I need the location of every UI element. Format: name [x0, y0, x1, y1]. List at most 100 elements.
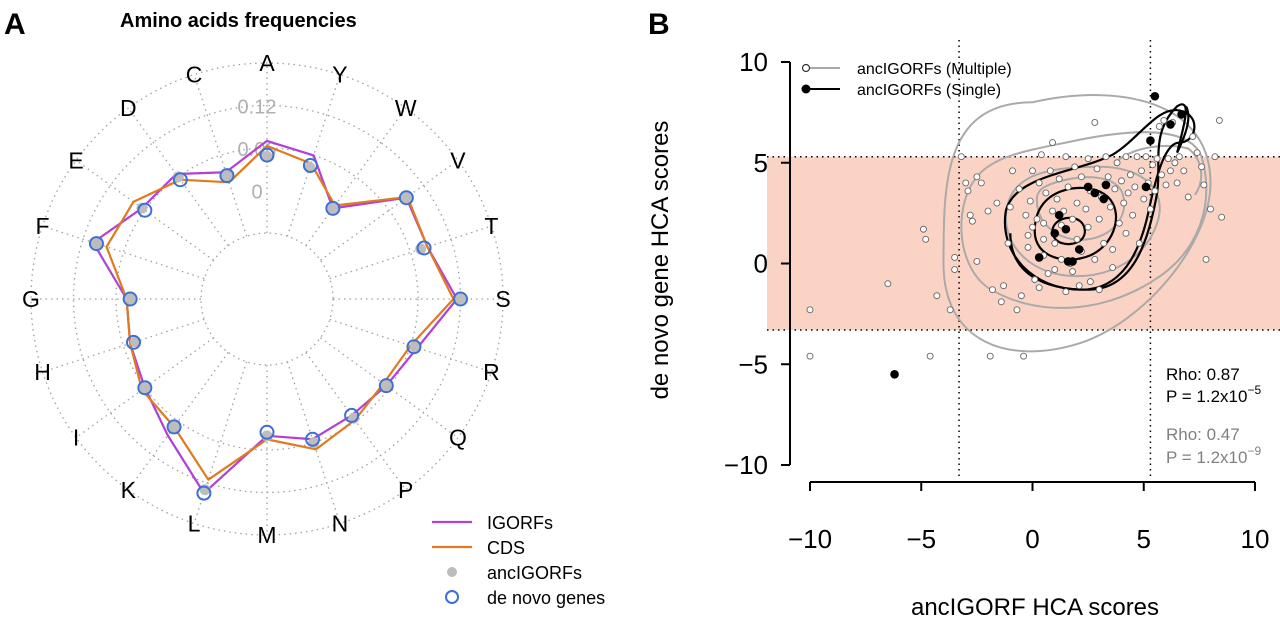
scatter-point-multiple: [1057, 256, 1065, 263]
radar-spoke: [75, 337, 214, 439]
radar-point: [378, 378, 394, 394]
scatter-point-multiple: [1142, 153, 1150, 161]
scatter-point-single: [1074, 245, 1084, 254]
scatter-point-multiple: [1102, 153, 1110, 161]
correlation-annotation: Rho: 0.87: [1166, 365, 1240, 384]
radar-legend: IGORFs CDS ancIGORFs de novo genes: [432, 513, 605, 608]
scatter-point-single: [890, 370, 899, 379]
scatter-point-multiple: [1149, 161, 1157, 169]
scatter-point-multiple: [1115, 219, 1123, 227]
radar-legend-label: CDS: [487, 538, 525, 558]
radar-series: [88, 139, 468, 501]
scatter-point-multiple: [1166, 167, 1174, 175]
scatter-point-single: [1150, 91, 1160, 101]
scatter-point-multiple: [1086, 278, 1094, 286]
scatter-point-multiple: [1140, 195, 1148, 203]
scatter-point-multiple: [1024, 231, 1032, 239]
scatter-point-multiple: [1218, 213, 1226, 221]
radar-category-label: D: [120, 95, 137, 121]
scatter-point-multiple: [1118, 177, 1125, 185]
radar-point: [172, 172, 188, 188]
y-tick-label: −10: [724, 450, 768, 480]
scatter-point-multiple: [1164, 155, 1172, 163]
radar-point: [406, 339, 422, 355]
scatter-point-multiple: [1160, 116, 1168, 124]
scatter-point-multiple: [1095, 215, 1103, 223]
radar-inner-circle: [200, 232, 334, 366]
scatter-point-multiple: [962, 179, 970, 187]
scatter-point-multiple: [951, 254, 959, 261]
scatter-point-multiple: [1075, 282, 1083, 290]
correlation-annotation: P = 1.2x10−5: [1166, 383, 1261, 406]
scatter-point-multiple: [1044, 270, 1052, 278]
scatter-point-multiple: [1155, 123, 1163, 130]
radar-spoke: [320, 159, 459, 261]
scatter-point-multiple: [933, 292, 941, 300]
y-tick-label: −5: [738, 349, 768, 379]
radar-spoke: [127, 352, 229, 491]
scatter-point-multiple: [920, 225, 927, 233]
radar-spoke: [75, 159, 214, 261]
y-tick-label: 5: [754, 148, 768, 178]
radar-spoke: [329, 225, 492, 280]
radar-category-label: G: [22, 286, 40, 312]
radar-category-label: L: [188, 510, 201, 536]
scatter-point-single: [1034, 253, 1044, 262]
scatter-point-multiple: [1015, 185, 1023, 193]
scatter-point-multiple: [1100, 239, 1108, 247]
radar-point: [137, 202, 153, 218]
radar-category-label: H: [34, 359, 51, 385]
scatter-point-single: [1099, 194, 1108, 204]
scatter-point-single: [1054, 210, 1064, 220]
shaded-band: [767, 156, 1280, 330]
scatter-point-multiple: [806, 352, 814, 360]
scatter-point-multiple: [1202, 256, 1210, 263]
scatter-point-multiple: [1026, 197, 1034, 205]
scatter-point-multiple: [1071, 163, 1079, 171]
scatter-points: [806, 91, 1226, 379]
radar-point: [261, 151, 273, 162]
radar-legend-label: IGORFs: [487, 513, 553, 533]
scatter-point-multiple: [1173, 179, 1181, 187]
radar-point: [122, 291, 138, 307]
x-tick-label: 5: [1137, 524, 1151, 554]
scatter-point-multiple: [1091, 118, 1099, 126]
radar-category-label: F: [36, 213, 50, 239]
radar-category-label: V: [450, 147, 466, 173]
radar-spoke: [305, 352, 407, 491]
radar-category-label: C: [186, 62, 203, 88]
radar-spoke: [320, 337, 459, 439]
radar-radial-tick-label: 0.12: [238, 97, 277, 119]
scatter-point-single: [1061, 224, 1071, 234]
radar-spoke: [193, 74, 248, 237]
radar-point: [302, 157, 318, 173]
scatter-point-multiple: [1006, 203, 1014, 211]
scatter-point-multiple: [884, 280, 892, 288]
scatter-point-multiple: [1180, 167, 1188, 175]
y-tick-label: 0: [754, 249, 768, 279]
scatter-point-multiple: [1111, 185, 1119, 193]
correlation-annotation: Rho: 0.47: [1166, 425, 1240, 444]
scatter-point-multiple: [1017, 292, 1025, 300]
radar-point: [166, 419, 182, 435]
scatter-point-multiple: [1062, 288, 1070, 296]
scatter-point-multiple: [1122, 229, 1130, 237]
scatter-point-multiple: [1207, 205, 1214, 213]
scatter-point-multiple: [1004, 239, 1012, 247]
density-contour: [1114, 145, 1203, 196]
scatter-point-multiple: [1153, 155, 1161, 163]
scatter-point-multiple: [922, 235, 930, 243]
radar-category-label: K: [121, 477, 137, 503]
scatter-axes: −10 −5 0 5 10 −10 −5 0 5 10: [724, 47, 1270, 554]
scatter-point-multiple: [1200, 181, 1208, 189]
scatter-point-multiple: [1175, 153, 1183, 161]
scatter-point-multiple: [1033, 215, 1041, 223]
radar-point: [325, 200, 341, 216]
radar-point: [259, 424, 275, 440]
scatter-point-multiple: [806, 306, 814, 314]
scatter-point-multiple: [1051, 239, 1059, 247]
radar-legend-key: [445, 590, 459, 604]
scatter-point-multiple: [1106, 203, 1114, 211]
scatter-point-multiple: [1073, 235, 1081, 243]
radar-point: [305, 431, 321, 447]
